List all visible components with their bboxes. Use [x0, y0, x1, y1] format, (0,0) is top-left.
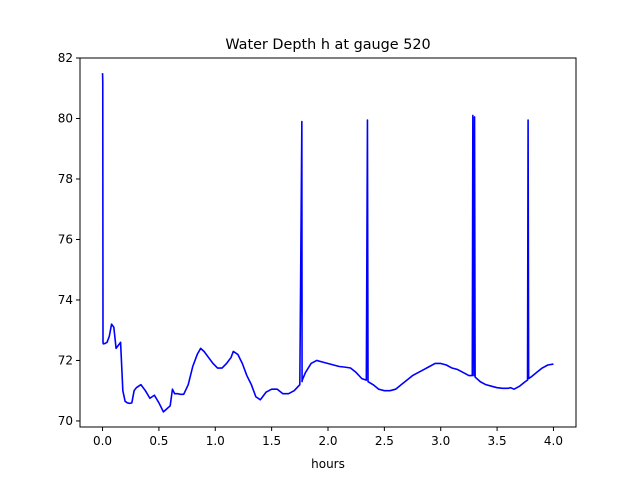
x-tick-label: 0.5: [149, 434, 168, 448]
x-tick-label: 3.5: [488, 434, 507, 448]
x-tick-label: 2.0: [318, 434, 337, 448]
y-tick-label: 76: [58, 232, 73, 246]
plot-frame: [79, 57, 577, 428]
y-tick-label: 74: [58, 293, 73, 307]
x-tick-label: 0.0: [93, 434, 112, 448]
y-tick-label: 70: [58, 414, 73, 428]
series-layer: [101, 73, 554, 413]
x-axis: 0.0 0.5 1.0 1.5 2.0 2.5 3.0 3.5 4.0: [93, 427, 563, 448]
x-tick-label: 2.5: [375, 434, 394, 448]
y-tick-label: 82: [58, 51, 73, 65]
x-axis-label: hours: [311, 457, 345, 471]
x-tick-label: 3.0: [431, 434, 450, 448]
y-tick-label: 72: [58, 353, 73, 367]
x-tick-label: 4.0: [544, 434, 563, 448]
y-axis: 70 72 74 76 78 80 82: [58, 51, 80, 428]
x-tick-label: 1.0: [206, 434, 225, 448]
chart-title: Water Depth h at gauge 520: [225, 37, 430, 53]
x-tick-label: 1.5: [262, 434, 281, 448]
y-tick-label: 78: [58, 172, 73, 186]
y-tick-label: 80: [58, 111, 73, 125]
series-line-0: [101, 73, 554, 413]
